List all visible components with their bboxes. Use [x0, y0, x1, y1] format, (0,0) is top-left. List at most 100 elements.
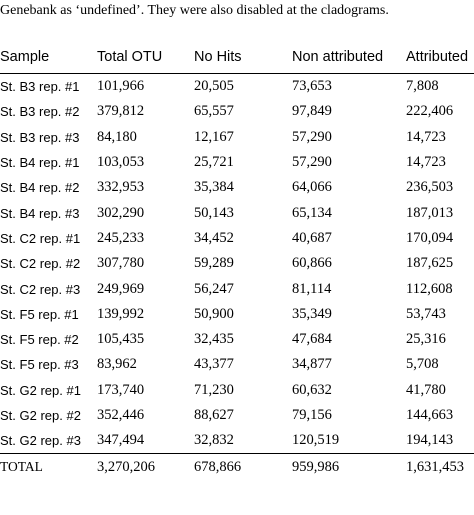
otu-table: Sample Total OTU No Hits Non attributed …	[0, 41, 474, 480]
cell-total-otu: 302,290	[97, 204, 145, 221]
cell-non-attributed: 65,134	[292, 204, 332, 221]
cell-total-otu-sum: 3,270,206	[97, 453, 194, 480]
table-row: St. B4 rep. #1 103,053 25,721 57,290 14,…	[0, 150, 474, 175]
cell-non-attributed: 34,877	[292, 356, 332, 373]
table-caption: Genebank as ‘undefined’. They were also …	[0, 3, 389, 18]
cell-total-otu: 105,435	[97, 331, 145, 348]
cell-sample: St. B4 rep. #1	[0, 155, 80, 171]
table-row: St. B3 rep. #2 379,812 65,557 97,849 222…	[0, 99, 474, 124]
table-row: St. C2 rep. #3 249,969 56,247 81,114 112…	[0, 276, 474, 301]
cell-no-hits: 50,143	[194, 204, 234, 221]
cell-no-hits: 32,435	[194, 331, 234, 348]
table-row: St. B4 rep. #3 302,290 50,143 65,134 187…	[0, 200, 474, 225]
cell-non-attributed: 97,849	[292, 103, 332, 120]
cell-non-attributed: 35,349	[292, 305, 332, 322]
cell-attributed: 236,503	[406, 179, 454, 196]
table-row: St. F5 rep. #2 105,435 32,435 47,684 25,…	[0, 327, 474, 352]
cell-total-otu: 347,494	[97, 432, 145, 449]
cell-sample: St. F5 rep. #3	[0, 357, 79, 373]
cell-total-otu: 139,992	[97, 305, 145, 322]
cell-no-hits: 88,627	[194, 407, 234, 423]
cell-non-attributed: 60,866	[292, 255, 332, 272]
cell-non-attributed: 64,066	[292, 179, 332, 196]
cell-total-otu: 103,053	[97, 154, 145, 171]
cell-non-attributed-sum: 959,986	[292, 453, 406, 480]
cell-attributed: 14,723	[406, 128, 446, 145]
column-header-total-otu: Total OTU	[97, 49, 163, 65]
column-header-no-hits: No Hits	[194, 49, 242, 65]
cell-non-attributed: 47,684	[292, 331, 332, 348]
cell-sample: St. C2 rep. #1	[0, 230, 81, 246]
cell-sample: St. G2 rep. #2	[0, 408, 81, 423]
table-row: St. F5 rep. #3 83,962 43,377 34,877 5,70…	[0, 352, 474, 377]
cell-attributed: 144,663	[406, 407, 454, 423]
cell-total-otu: 83,962	[97, 356, 137, 373]
cell-attributed: 7,808	[406, 78, 439, 95]
column-header-non-attributed: Non attributed	[292, 49, 384, 65]
cell-sample: St. B3 rep. #1	[0, 79, 80, 95]
cell-no-hits: 34,452	[194, 229, 234, 246]
cell-no-hits: 71,230	[194, 381, 234, 398]
cell-attributed: 222,406	[406, 103, 454, 120]
cell-attributed: 14,723	[406, 154, 446, 171]
cell-no-hits: 12,167	[194, 128, 234, 145]
cell-no-hits-sum: 678,866	[194, 453, 292, 480]
cell-sample: St. G2 rep. #1	[0, 382, 81, 398]
cell-no-hits: 20,505	[194, 78, 234, 95]
total-row: TOTAL 3,270,206 678,866 959,986 1,631,45…	[0, 453, 474, 480]
cell-non-attributed: 57,290	[292, 128, 332, 145]
cell-sample: St. F5 rep. #2	[0, 332, 79, 348]
table-body: St. B3 rep. #1 101,966 20,505 73,653 7,8…	[0, 74, 474, 480]
cell-attributed: 112,608	[406, 280, 453, 297]
cell-total-otu: 245,233	[97, 229, 145, 246]
cell-attributed: 187,013	[406, 204, 454, 221]
table-row: St. F5 rep. #1 139,992 50,900 35,349 53,…	[0, 302, 474, 327]
table-header: Sample Total OTU No Hits Non attributed …	[0, 41, 474, 74]
cell-attributed: 41,780	[406, 381, 446, 398]
cell-no-hits: 32,832	[194, 432, 234, 449]
cell-attributed: 194,143	[406, 432, 454, 449]
cell-non-attributed: 79,156	[292, 407, 332, 423]
cell-total-otu: 379,812	[97, 103, 145, 120]
cell-sample: St. B3 rep. #3	[0, 129, 80, 145]
column-header-attributed: Attributed	[406, 49, 469, 65]
cell-sample: St. C2 rep. #2	[0, 256, 81, 272]
cell-attributed: 25,316	[406, 331, 446, 348]
cell-sample: St. F5 rep. #1	[0, 306, 79, 322]
cell-total-otu: 173,740	[97, 381, 145, 398]
table-row: St. B3 rep. #3 84,180 12,167 57,290 14,7…	[0, 125, 474, 150]
cell-no-hits: 43,377	[194, 356, 234, 373]
cell-attributed: 53,743	[406, 305, 446, 322]
header-row: Sample Total OTU No Hits Non attributed …	[0, 41, 474, 74]
cell-sample: St. B3 rep. #2	[0, 104, 80, 120]
cell-non-attributed: 40,687	[292, 229, 332, 246]
cell-non-attributed: 60,632	[292, 381, 332, 398]
cell-total-otu: 101,966	[97, 78, 145, 95]
cell-sample: St. C2 rep. #3	[0, 281, 81, 297]
table-row: St. C2 rep. #1 245,233 34,452 40,687 170…	[0, 226, 474, 251]
cell-total-otu: 249,969	[97, 280, 145, 297]
cell-attributed: 170,094	[406, 229, 454, 246]
otu-table-container: Sample Total OTU No Hits Non attributed …	[0, 41, 474, 480]
cell-sample: St. B4 rep. #3	[0, 205, 80, 221]
table-row: St. B4 rep. #2 332,953 35,384 64,066 236…	[0, 175, 474, 200]
cell-non-attributed: 81,114	[292, 280, 332, 297]
cell-non-attributed: 120,519	[292, 432, 340, 449]
cell-sample: St. B4 rep. #2	[0, 180, 80, 196]
cell-non-attributed: 73,653	[292, 78, 332, 95]
cell-sample: St. G2 rep. #3	[0, 433, 81, 449]
table-row: St. G2 rep. #1 173,740 71,230 60,632 41,…	[0, 378, 474, 403]
cell-attributed: 5,708	[406, 356, 439, 373]
cell-total-otu: 307,780	[97, 255, 145, 272]
cell-no-hits: 50,900	[194, 305, 234, 322]
table-row: St. G2 rep. #3 347,494 32,832 120,519 19…	[0, 428, 474, 454]
cell-attributed: 187,625	[406, 255, 454, 272]
cell-total-otu: 332,953	[97, 179, 145, 196]
column-header-sample: Sample	[0, 49, 50, 65]
cell-total-otu: 352,446	[97, 407, 145, 423]
table-row: St. B3 rep. #1 101,966 20,505 73,653 7,8…	[0, 74, 474, 100]
table-row: St. C2 rep. #2 307,780 59,289 60,866 187…	[0, 251, 474, 276]
cell-no-hits: 35,384	[194, 179, 234, 196]
cell-attributed-sum: 1,631,453	[406, 453, 474, 480]
cell-no-hits: 56,247	[194, 280, 234, 297]
